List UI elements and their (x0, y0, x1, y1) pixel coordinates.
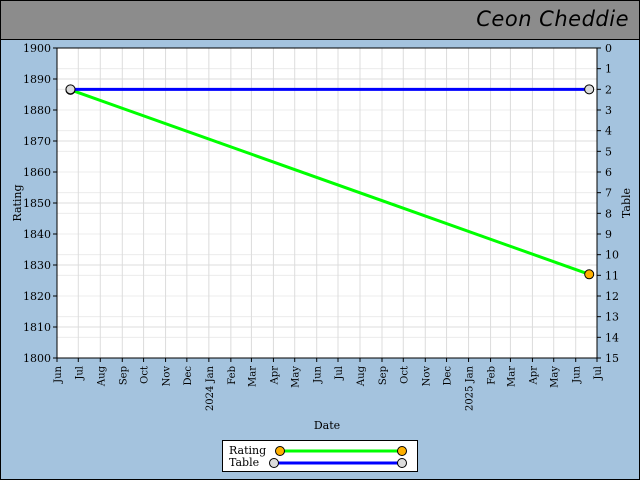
y2-tick-label: 14 (605, 331, 619, 344)
x-tick-label: May (291, 366, 302, 388)
legend-marker-table (269, 458, 279, 468)
x-axis-title: Date (314, 419, 340, 432)
x-tick-label: Feb (227, 366, 238, 385)
y2-tick-label: 6 (605, 166, 612, 179)
series-point-rating (584, 269, 595, 280)
y2-tick-label: 15 (605, 352, 619, 365)
y2-tick-label: 13 (605, 311, 619, 324)
x-tick-label: 2024 Jan (205, 365, 216, 411)
y-axis-title: Rating (11, 184, 24, 221)
x-tick-label: Aug (96, 365, 107, 387)
y2-axis-title: Table (620, 188, 633, 218)
x-tick-label: Dec (443, 366, 454, 386)
chart-title: Ceon Cheddie (476, 7, 629, 31)
y2-tick-label: 9 (605, 228, 612, 241)
x-tick-label: Apr (528, 366, 539, 386)
y2-tick-label: 10 (605, 249, 619, 262)
x-tick-label: Feb (487, 366, 498, 385)
y2-tick-label: 5 (605, 145, 612, 158)
x-tick-label: Apr (269, 366, 280, 386)
x-tick-label: Mar (247, 366, 258, 387)
legend-item-table: Table (229, 457, 259, 469)
legend-marker-rating (397, 446, 407, 456)
legend-swatches (269, 446, 407, 468)
x-tick-label: Jul (74, 366, 85, 381)
legend-item-rating: Rating (229, 445, 266, 457)
y2-tick-label: 1 (605, 63, 612, 76)
series-point-table (584, 84, 595, 95)
y-tick-label: 1800 (23, 352, 51, 365)
legend-marker-table (397, 458, 407, 468)
y2-tick-label: 7 (605, 187, 612, 200)
y-tick-label: 1880 (23, 104, 51, 117)
series-point-table (65, 84, 76, 95)
title-bar: Ceon Cheddie (1, 1, 639, 40)
y2-tick-label: 2 (605, 83, 612, 96)
y-tick-label: 1860 (23, 166, 51, 179)
legend-label-rating: Rating (229, 444, 267, 457)
legend-marker-rating (275, 446, 285, 456)
x-tick-label: Jun (572, 365, 583, 383)
x-tick-label: Oct (140, 366, 151, 384)
x-tick-label: Sep (118, 366, 129, 385)
x-tick-label: Mar (506, 366, 517, 387)
x-tick-label: Jun (53, 365, 64, 383)
y-tick-label: 1840 (23, 228, 51, 241)
y-tick-label: 1900 (23, 42, 51, 55)
y2-tick-label: 0 (605, 42, 612, 55)
y2-tick-label: 8 (605, 207, 612, 220)
y-tick-label: 1850 (23, 197, 51, 210)
y-tick-label: 1870 (23, 135, 51, 148)
x-tick-label: 2025 Jan (465, 365, 476, 411)
x-tick-label: Aug (356, 365, 367, 387)
x-tick-label: Nov (421, 366, 432, 387)
x-tick-label: Sep (378, 366, 389, 385)
x-tick-label: Jun (313, 365, 324, 383)
x-tick-label: Jul (334, 366, 345, 381)
series-line-rating (69, 88, 590, 276)
y2-tick-label: 3 (605, 104, 612, 117)
x-tick-label: Oct (399, 366, 410, 384)
y-tick-label: 1890 (23, 73, 51, 86)
x-tick-label: Jul (593, 366, 604, 381)
legend-label-table: Table (229, 456, 260, 469)
x-tick-label: Dec (183, 366, 194, 386)
y2-tick-label: 11 (605, 269, 619, 282)
x-tick-label: May (550, 366, 561, 388)
y2-tick-label: 12 (605, 290, 619, 303)
y-tick-label: 1810 (23, 321, 51, 334)
x-tick-label: Nov (162, 366, 173, 387)
legend: Rating Table (222, 440, 418, 472)
y-tick-label: 1830 (23, 259, 51, 272)
y2-tick-label: 4 (605, 125, 612, 138)
y-tick-label: 1820 (23, 290, 51, 303)
